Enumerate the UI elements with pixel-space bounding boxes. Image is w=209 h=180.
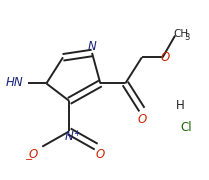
Text: −: − (25, 155, 33, 165)
Text: +: + (73, 129, 80, 138)
Text: O: O (160, 51, 169, 64)
Text: O: O (28, 148, 37, 161)
Text: N: N (88, 40, 96, 53)
Text: Cl: Cl (181, 121, 192, 134)
Text: N: N (65, 130, 74, 143)
Text: HN: HN (5, 76, 23, 89)
Text: O: O (96, 148, 105, 161)
Text: H: H (176, 99, 185, 112)
Text: CH: CH (174, 30, 189, 39)
Text: O: O (137, 113, 147, 126)
Text: 3: 3 (184, 33, 189, 42)
